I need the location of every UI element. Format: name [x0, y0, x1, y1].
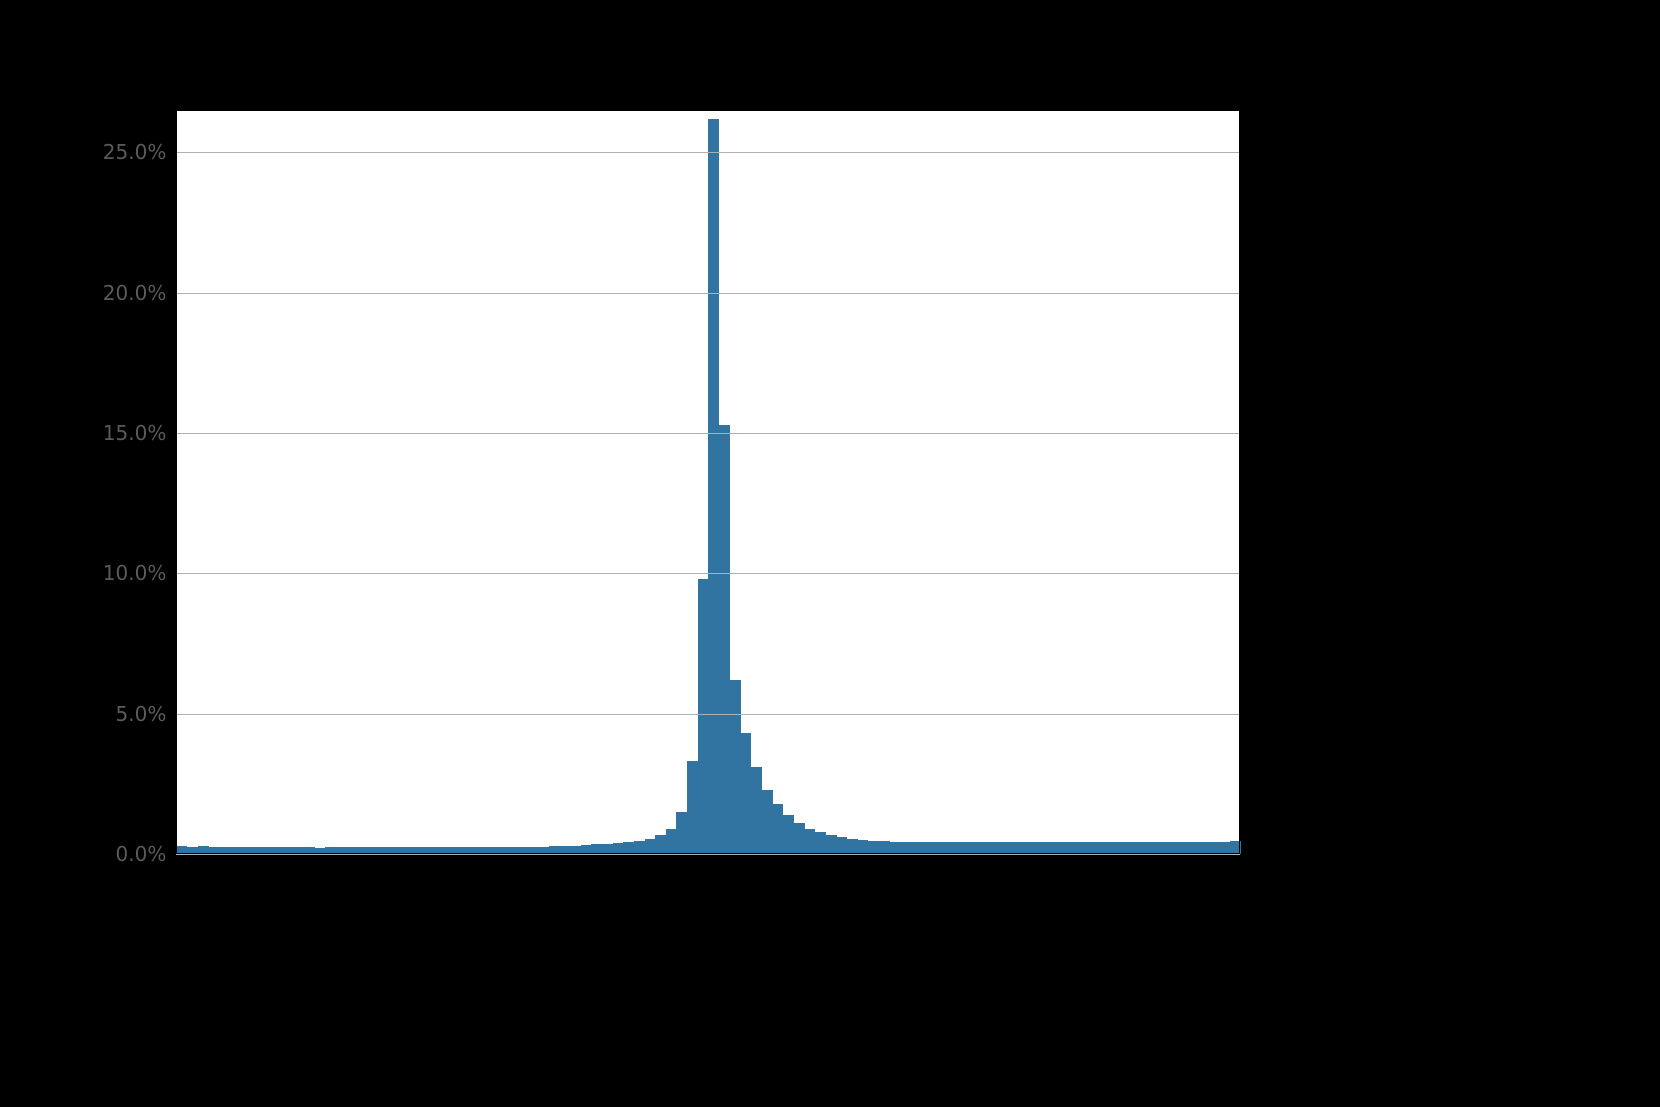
y-gridline [176, 854, 1240, 855]
spine-left [176, 110, 177, 854]
histogram-bar [708, 119, 719, 855]
histogram-bar [793, 823, 804, 854]
spine-bottom [176, 853, 1240, 854]
y-gridline [176, 433, 1240, 434]
chart-figure: 0.0% 5.0% 10.0% 15.0% 20.0% 25.0% [50, 45, 1380, 975]
histogram-bars [176, 110, 1240, 854]
spine-right [1239, 110, 1240, 854]
plot-area: 0.0%5.0%10.0%15.0%20.0%25.0% [176, 110, 1240, 854]
histogram-bar [815, 832, 826, 854]
histogram-bar [772, 804, 783, 855]
y-tick-label: 5.0% [116, 702, 177, 726]
histogram-bar [655, 835, 666, 854]
y-gridline [176, 573, 1240, 574]
histogram-bar [804, 829, 815, 854]
histogram-bar [836, 837, 847, 854]
y-gridline [176, 152, 1240, 153]
histogram-bar [740, 733, 751, 854]
y-tick-label: 20.0% [103, 281, 177, 305]
histogram-bar [751, 767, 762, 854]
histogram-bar [666, 829, 677, 854]
histogram-bar [645, 839, 656, 854]
spine-top [176, 110, 1240, 111]
y-tick-label: 25.0% [103, 140, 177, 164]
y-tick-label: 15.0% [103, 421, 177, 445]
histogram-bar [857, 840, 868, 854]
histogram-bar [676, 812, 687, 854]
histogram-bar [762, 790, 773, 855]
histogram-bar [783, 815, 794, 854]
y-tick-label: 10.0% [103, 561, 177, 585]
histogram-bar [719, 425, 730, 855]
histogram-bar [730, 680, 741, 854]
histogram-bar [847, 839, 858, 854]
histogram-bar [698, 579, 709, 854]
histogram-bar [687, 761, 698, 854]
y-gridline [176, 293, 1240, 294]
histogram-bar [825, 835, 836, 854]
y-gridline [176, 714, 1240, 715]
y-tick-label: 0.0% [116, 842, 177, 866]
